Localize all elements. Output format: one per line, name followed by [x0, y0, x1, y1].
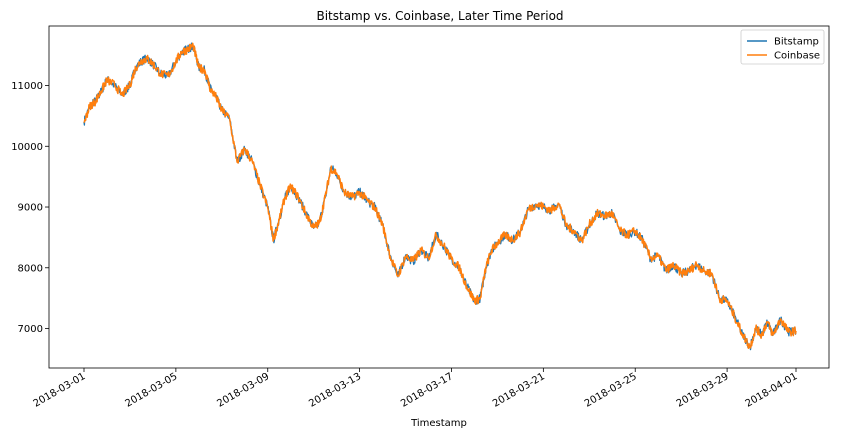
legend-label-bitstamp: Bitstamp — [774, 37, 819, 48]
x-tick-label: 2018-03-01 — [32, 371, 88, 410]
y-tick-label: 10000 — [11, 142, 43, 153]
legend-label-coinbase: Coinbase — [774, 51, 820, 62]
y-axis: 7000 8000 9000 10000 11000 — [11, 81, 49, 335]
series-line-bitstamp — [83, 42, 797, 351]
series-line-coinbase — [83, 42, 797, 350]
x-tick-label: 2018-03-17 — [399, 371, 455, 410]
x-axis-label: Timestamp — [410, 418, 467, 429]
plot-area — [83, 42, 797, 351]
x-tick-label: 2018-03-05 — [124, 371, 180, 410]
plot-frame — [48, 25, 830, 369]
y-tick-label: 7000 — [18, 324, 43, 335]
x-tick-label: 2018-03-13 — [307, 371, 363, 410]
x-tick-label: 2018-03-25 — [583, 371, 639, 410]
x-tick-label: 2018-04-01 — [744, 371, 800, 410]
y-tick-label: 11000 — [11, 81, 43, 92]
legend: Bitstamp Coinbase — [740, 29, 825, 65]
x-tick-label: 2018-03-09 — [215, 371, 271, 410]
x-axis: 2018-03-01 2018-03-05 2018-03-09 2018-03-13… — [32, 368, 800, 410]
chart-title: Bitstamp vs. Coinbase, Later Time Period — [316, 9, 563, 23]
x-tick-label: 2018-03-29 — [675, 371, 731, 410]
y-tick-label: 8000 — [18, 263, 43, 274]
y-tick-label: 9000 — [18, 203, 43, 214]
x-tick-label: 2018-03-21 — [491, 371, 547, 410]
